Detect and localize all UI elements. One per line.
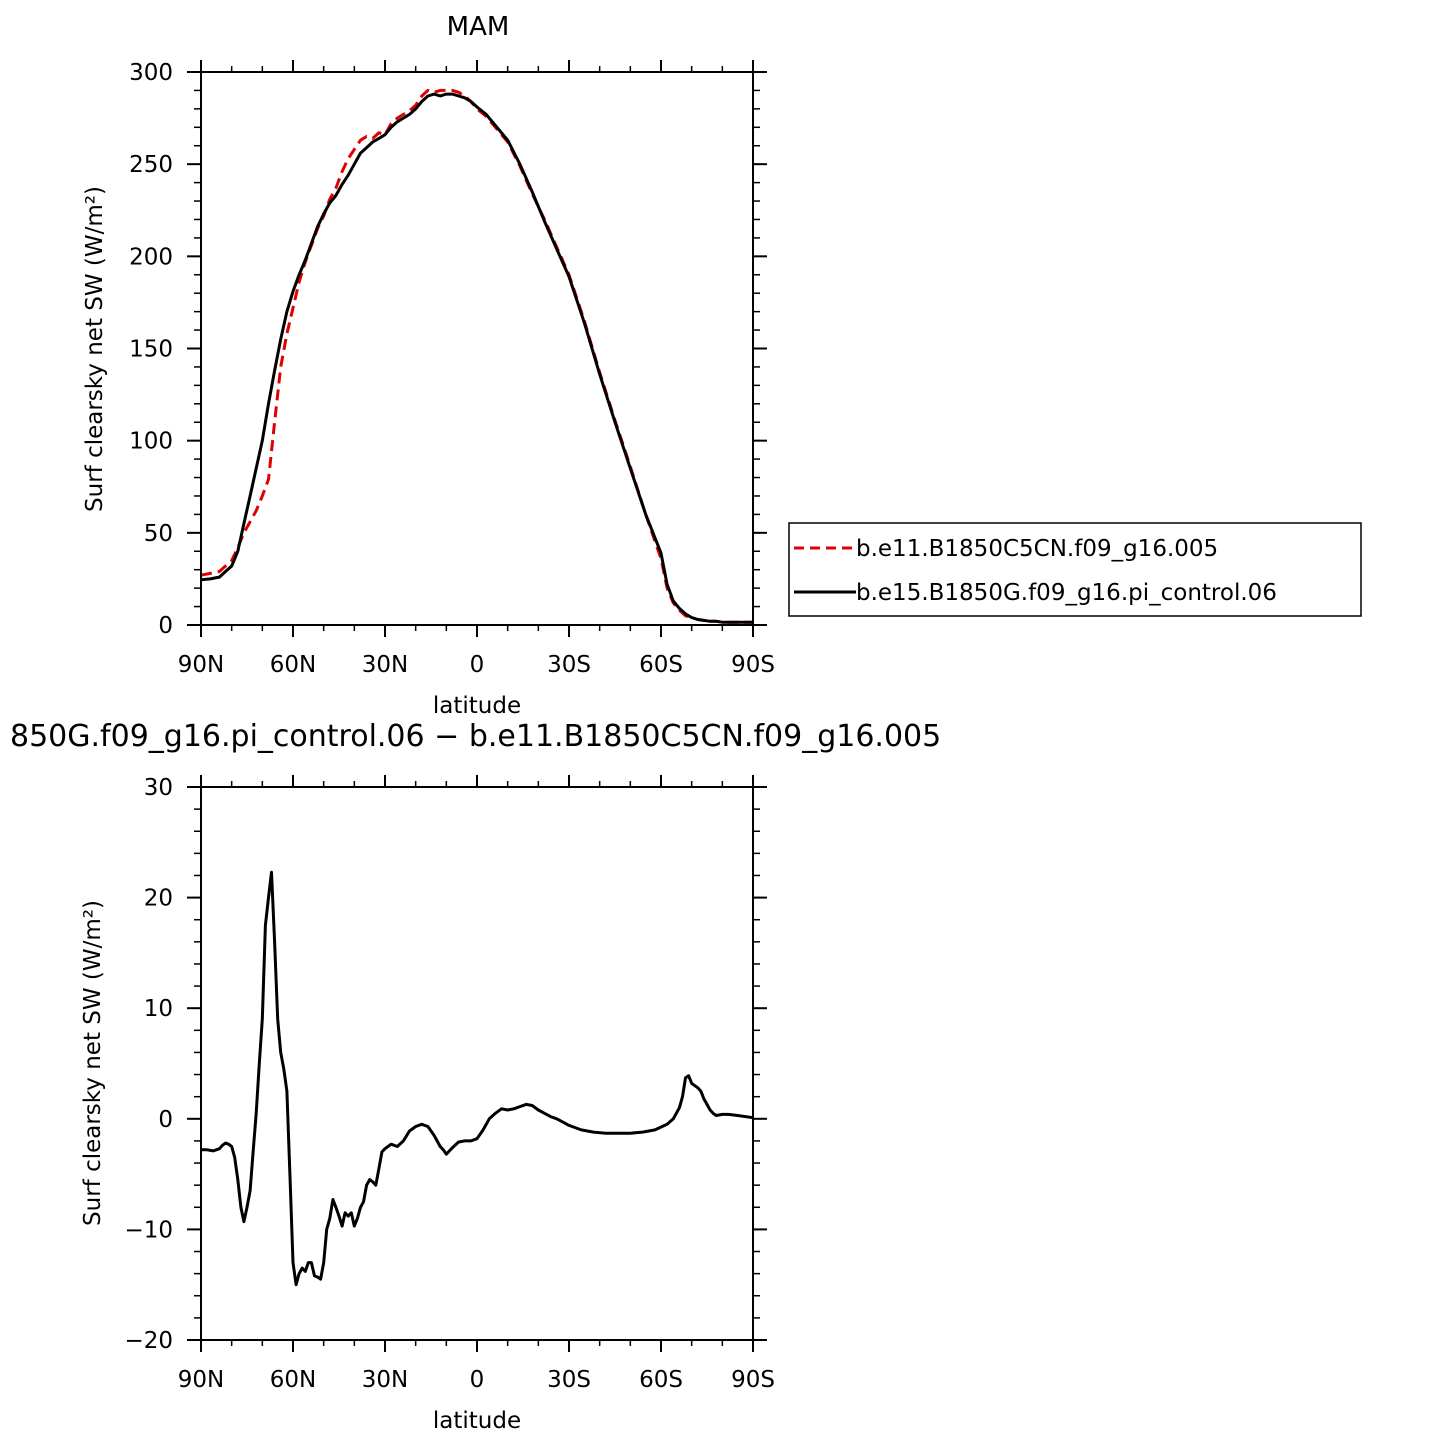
x-tick-label: 60N: [270, 1367, 316, 1393]
y-tick-label: −20: [124, 1328, 173, 1354]
y-tick-label: 30: [144, 775, 173, 801]
legend-box: [788, 522, 1362, 617]
top-plot-frame: [200, 71, 754, 626]
x-tick-label: 90N: [178, 1367, 224, 1393]
y-tick-label: 200: [129, 244, 173, 270]
bottom-plot-frame: [200, 786, 754, 1341]
top-chart-title: MAM: [447, 12, 510, 42]
top-x-axis-label: latitude: [433, 693, 521, 719]
x-tick-label: 0: [470, 1367, 485, 1393]
x-tick-label: 30S: [547, 652, 591, 678]
bottom-x-axis-label: latitude: [433, 1408, 521, 1434]
y-tick-label: 100: [129, 429, 173, 455]
x-tick-label: 30N: [362, 652, 408, 678]
y-tick-label: 0: [158, 1107, 173, 1133]
x-tick-label: 90N: [178, 652, 224, 678]
y-tick-label: 150: [129, 337, 173, 363]
y-tick-label: −10: [124, 1217, 173, 1243]
top-y-axis-label: Surf clearsky net SW (W/m²): [82, 186, 108, 512]
series-line-1: [201, 870, 754, 1287]
top-series-lines: [200, 88, 753, 624]
bottom-panel: 850G.f09_g16.pi_control.06 − b.e11.B1850…: [10, 719, 941, 1434]
bottom-tick-labels: 90N 60N 30N 0 30S 60S 90S −20 −10 0 10 20 30: [124, 775, 774, 1393]
x-tick-label: 30N: [362, 1367, 408, 1393]
x-tick-label: 60S: [639, 652, 683, 678]
series-line-2: [200, 92, 753, 624]
y-tick-label: 250: [129, 152, 173, 178]
x-tick-label: 30S: [547, 1367, 591, 1393]
top-tick-labels: 90N 60N 30N 0 30S 60S 90S 0 50 100 150 200 250 300: [129, 60, 775, 678]
x-tick-label: 90S: [731, 1367, 775, 1393]
top-tick-marks: [187, 60, 767, 637]
legend: b.e11.B1850C5CN.f09_g16.005 b.e15.B1850G…: [788, 522, 1362, 617]
top-panel: MAM 90N 60N 30N 0 30S 60S 90S 0 50 100 150 200 250 30…: [82, 12, 1362, 719]
bottom-y-axis-label: Surf clearsky net SW (W/m²): [80, 900, 106, 1226]
bottom-tick-marks: [187, 775, 767, 1352]
legend-label-series-2: b.e15.B1850G.f09_g16.pi_control.06: [856, 580, 1277, 606]
y-tick-label: 0: [158, 613, 173, 639]
y-tick-label: 10: [144, 996, 173, 1022]
bottom-series-lines: [201, 870, 754, 1287]
y-tick-label: 50: [144, 521, 173, 547]
bottom-chart-title: 850G.f09_g16.pi_control.06 − b.e11.B1850…: [10, 719, 941, 754]
x-tick-label: 90S: [731, 652, 775, 678]
x-tick-label: 60S: [639, 1367, 683, 1393]
y-tick-label: 20: [144, 886, 173, 912]
legend-label-series-1: b.e11.B1850C5CN.f09_g16.005: [856, 536, 1218, 562]
x-tick-label: 0: [470, 652, 485, 678]
x-tick-label: 60N: [270, 652, 316, 678]
series-line-1: [200, 88, 753, 624]
y-tick-label: 300: [129, 60, 173, 86]
